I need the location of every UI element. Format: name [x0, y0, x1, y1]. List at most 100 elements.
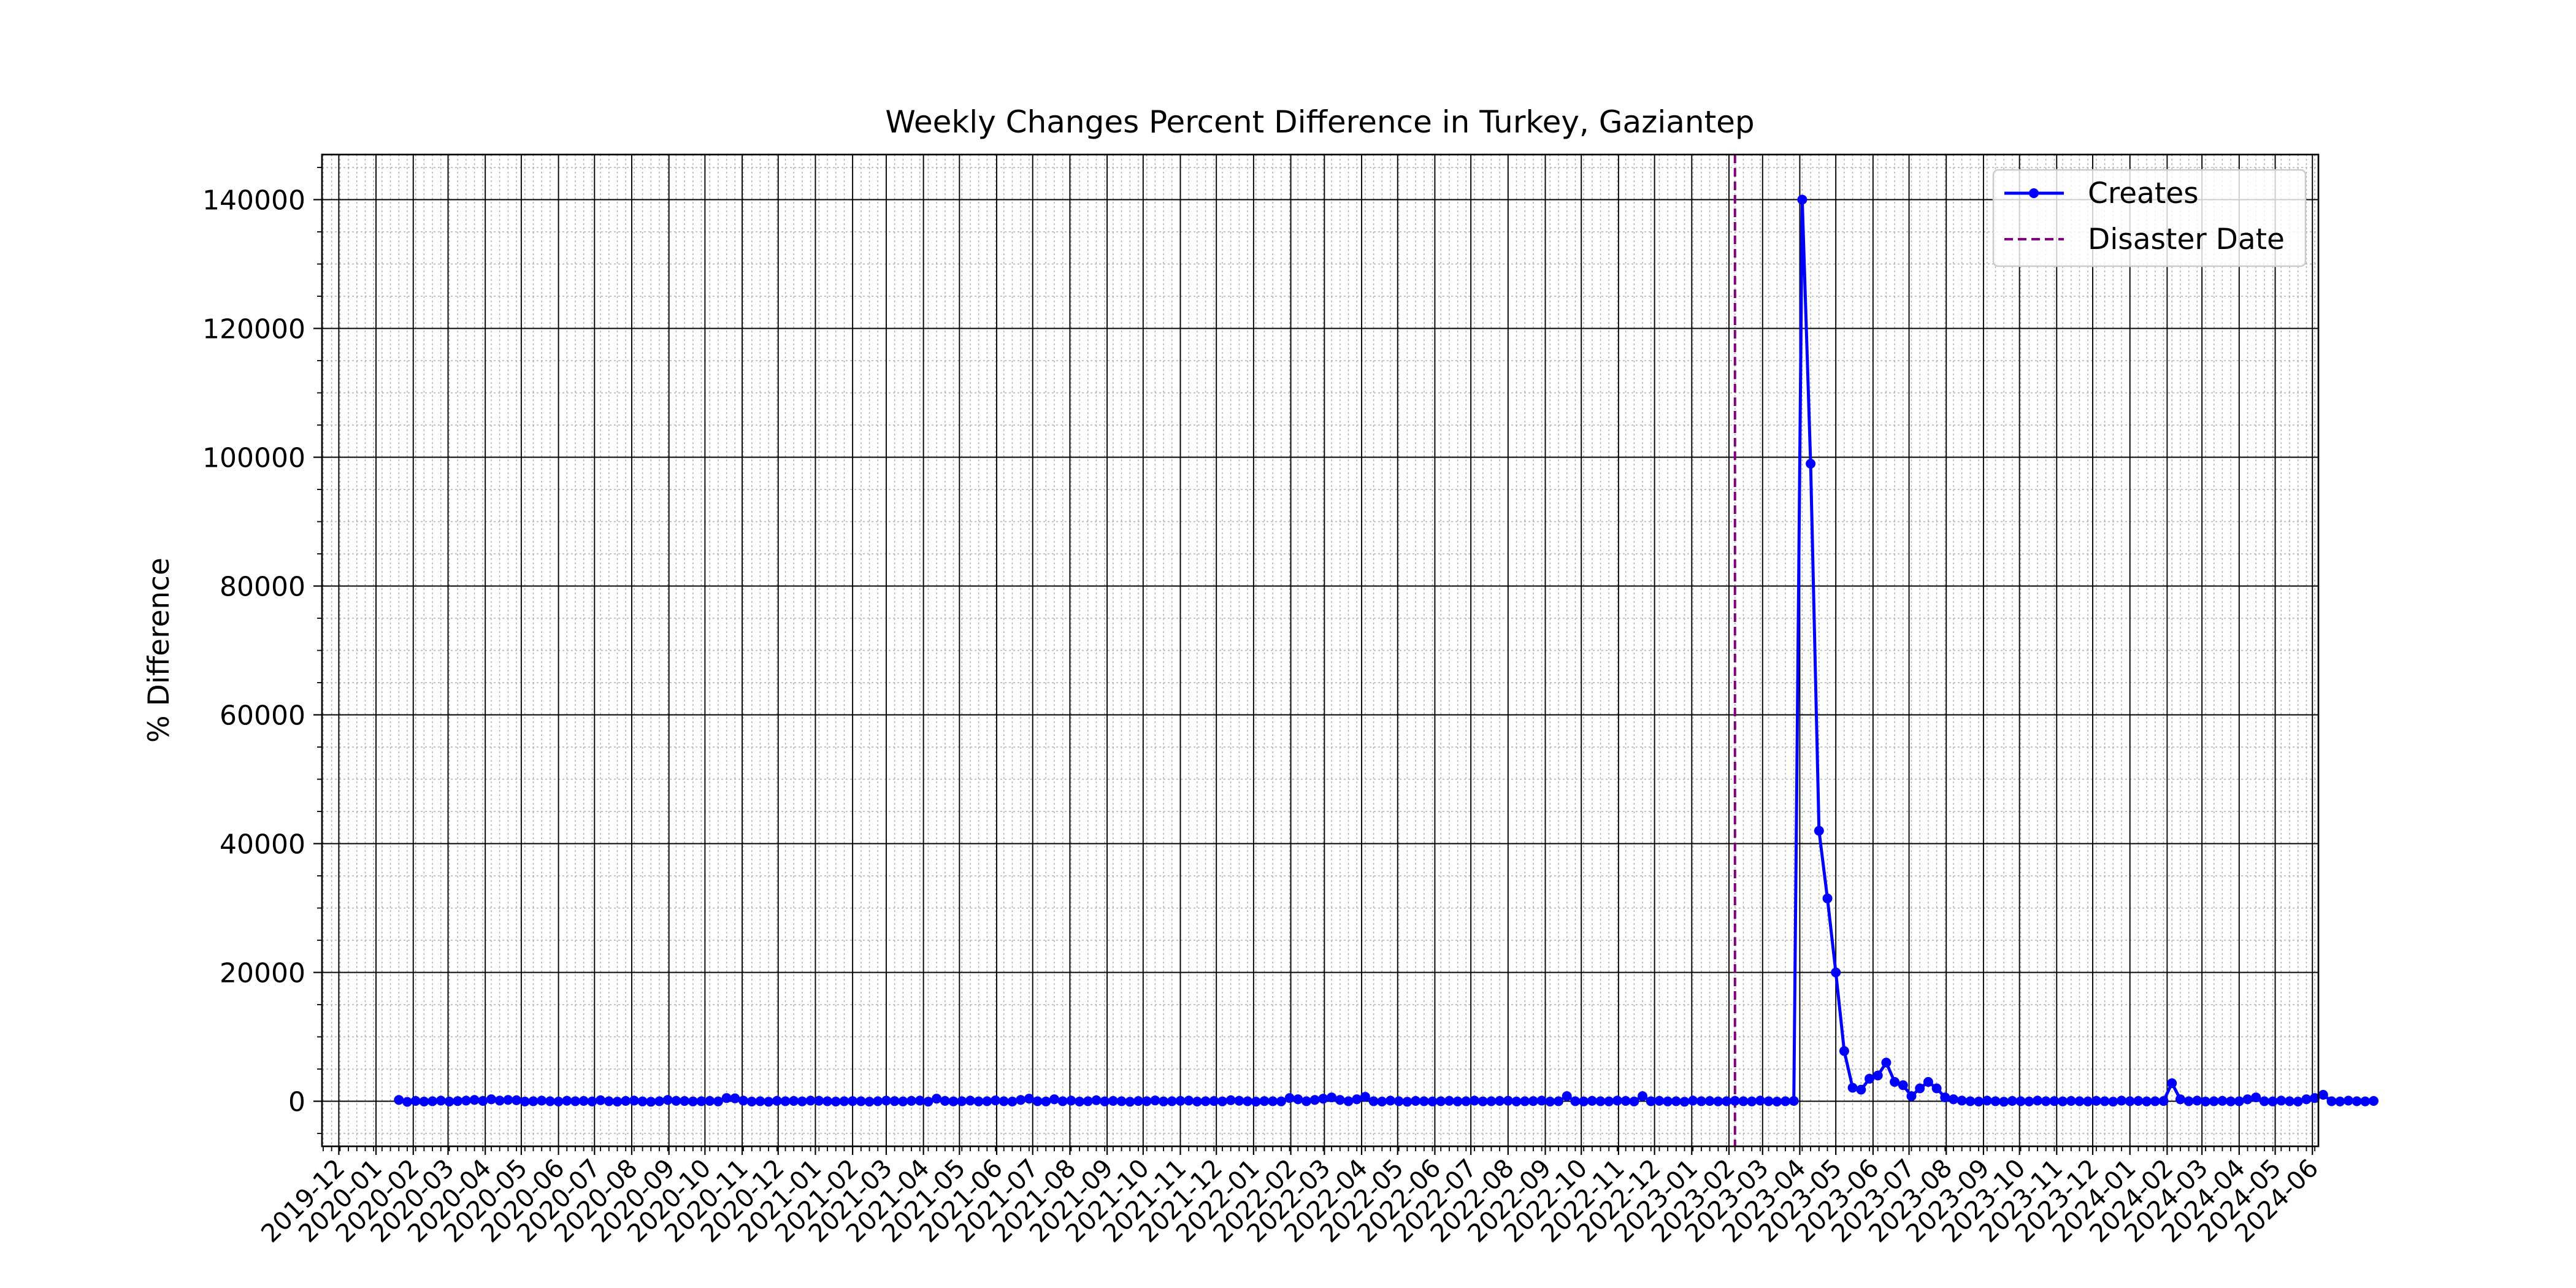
data-point	[1309, 1095, 1320, 1105]
data-point	[2251, 1092, 2261, 1103]
data-point	[1620, 1096, 1631, 1106]
data-point	[991, 1095, 1000, 1106]
data-point	[419, 1097, 429, 1106]
data-point	[1335, 1095, 1345, 1105]
legend: Creates Disaster Date	[1992, 169, 2307, 267]
data-point	[2192, 1095, 2202, 1106]
legend-creates-label: Creates	[2088, 177, 2199, 210]
data-point	[1822, 893, 1833, 903]
data-point	[2024, 1096, 2034, 1106]
data-point	[435, 1095, 446, 1106]
data-point	[1234, 1095, 1244, 1106]
y-axis-label: % Difference	[142, 558, 176, 743]
data-point	[1393, 1096, 1404, 1106]
data-point	[2041, 1096, 2051, 1106]
data-point	[1436, 1096, 1446, 1106]
data-point	[553, 1097, 564, 1106]
data-point	[1386, 1095, 1395, 1106]
data-point	[1419, 1096, 1429, 1106]
data-point	[1066, 1095, 1076, 1106]
data-point	[1427, 1096, 1438, 1106]
data-point	[1654, 1095, 1665, 1106]
data-point	[1713, 1096, 1723, 1106]
data-point	[637, 1096, 648, 1106]
y-tick-label: 40000	[220, 829, 305, 861]
data-point	[1217, 1096, 1227, 1106]
data-point	[1704, 1096, 1715, 1106]
data-point	[1368, 1096, 1379, 1106]
chart-title: Weekly Changes Percent Difference in Tur…	[885, 104, 1754, 140]
data-point	[1528, 1096, 1538, 1106]
data-point	[2369, 1096, 2379, 1106]
data-point	[730, 1093, 740, 1103]
data-point	[822, 1096, 832, 1106]
data-point	[2167, 1078, 2177, 1089]
data-point	[654, 1096, 664, 1106]
data-point	[1781, 1096, 1790, 1106]
data-point	[1536, 1095, 1547, 1106]
data-point	[965, 1095, 975, 1106]
data-point	[587, 1096, 597, 1106]
data-point	[2226, 1096, 2236, 1106]
data-point	[1352, 1094, 1362, 1105]
data-point	[932, 1094, 942, 1104]
data-point	[1402, 1097, 1413, 1107]
data-point	[1511, 1096, 1522, 1106]
data-point	[2158, 1096, 2169, 1106]
data-point	[2285, 1096, 2294, 1106]
data-point	[1965, 1096, 1976, 1106]
y-tick-label: 0	[288, 1087, 305, 1118]
axis-tick-labels: 2019-122020-012020-022020-032020-042020-…	[202, 185, 2324, 1249]
data-point	[2267, 1096, 2278, 1106]
data-point	[1360, 1092, 1370, 1102]
data-point	[453, 1096, 463, 1106]
data-point	[1175, 1095, 1186, 1106]
data-point	[907, 1095, 916, 1106]
data-point	[1327, 1092, 1337, 1103]
data-point	[2335, 1096, 2345, 1106]
data-point	[1679, 1097, 1690, 1107]
data-point	[1486, 1096, 1497, 1106]
data-point	[2117, 1095, 2126, 1106]
data-point	[562, 1095, 572, 1106]
major-grid	[322, 155, 2318, 1146]
data-point	[1411, 1096, 1421, 1106]
data-point	[1041, 1096, 1051, 1106]
data-point	[797, 1096, 807, 1106]
data-point	[2099, 1096, 2110, 1106]
series-layer	[394, 194, 2379, 1107]
data-point	[705, 1096, 715, 1106]
data-point	[973, 1096, 984, 1106]
data-point	[898, 1096, 908, 1106]
data-point	[1243, 1096, 1253, 1106]
data-point	[1839, 1046, 1849, 1056]
data-point	[1629, 1096, 1639, 1106]
legend-box	[1992, 169, 2307, 267]
data-point	[512, 1095, 522, 1105]
data-point	[1638, 1091, 1647, 1102]
data-point	[1898, 1080, 1908, 1091]
data-point	[873, 1096, 883, 1106]
y-tick-label: 60000	[220, 700, 305, 732]
data-point	[2318, 1090, 2328, 1100]
data-point	[402, 1097, 412, 1107]
data-point	[612, 1097, 623, 1107]
axis-ticks	[313, 167, 2316, 1155]
data-point	[789, 1096, 799, 1106]
data-point	[2310, 1093, 2320, 1103]
data-point	[2083, 1096, 2093, 1106]
data-point	[2183, 1096, 2194, 1106]
data-point	[1024, 1094, 1034, 1104]
data-point	[578, 1096, 589, 1106]
data-point	[494, 1095, 505, 1106]
data-point	[881, 1095, 891, 1106]
data-point	[1251, 1097, 1261, 1107]
data-point	[746, 1097, 757, 1106]
data-point	[1478, 1096, 1488, 1106]
data-point	[1865, 1073, 1874, 1084]
data-point	[1847, 1083, 1858, 1093]
data-point	[1116, 1096, 1127, 1106]
data-point	[2033, 1095, 2042, 1106]
data-point	[982, 1096, 992, 1106]
data-point	[1671, 1096, 1681, 1106]
